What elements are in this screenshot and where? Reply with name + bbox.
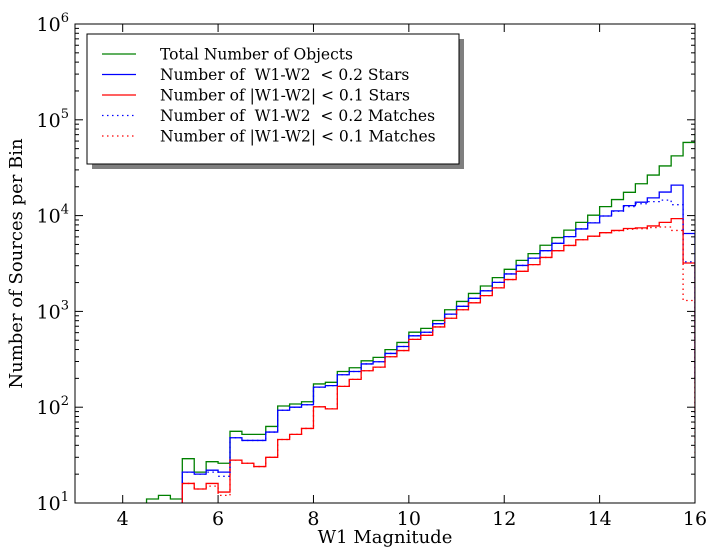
legend-label-4: Number of W1-W2 < 0.2 Matches — [160, 107, 435, 125]
y-tick-label: 102 — [37, 394, 69, 419]
legend-label-2: Number of W1-W2 < 0.2 Stars — [160, 66, 409, 84]
legend-label-5: Number of |W1-W2| < 0.1 Matches — [160, 128, 436, 146]
plot-frame — [74, 23, 696, 504]
x-tick-label: 14 — [588, 508, 612, 530]
legend-label-3: Number of |W1-W2| < 0.1 Stars — [160, 87, 410, 105]
ticks-layer: 4 6 8 10 12 14 16 101 102 103 104 105 106 — [37, 11, 708, 530]
x-tick-label: 16 — [683, 508, 707, 530]
y-tick-label: 104 — [37, 203, 69, 228]
y-tick-label: 101 — [37, 490, 69, 515]
x-tick-label: 6 — [212, 508, 224, 530]
series-line-1 — [145, 133, 695, 503]
series-line-4 — [181, 199, 695, 503]
y-tick-label: 106 — [37, 11, 69, 36]
legend-label-1: Total Number of Objects — [160, 46, 353, 64]
y-tick-label: 103 — [37, 298, 69, 323]
x-tick-label: 10 — [397, 508, 421, 530]
legend-box — [86, 33, 460, 165]
series-layer — [145, 133, 695, 503]
x-axis-label: W1 Magnitude — [318, 527, 453, 548]
y-tick-label: 105 — [37, 107, 69, 132]
legend: Total Number of Objects Number of W1-W2 <… — [86, 33, 464, 169]
x-tick-label: 8 — [307, 508, 319, 530]
y-axis-label: Number of Sources per Bin — [6, 138, 27, 389]
legend-items: Total Number of Objects Number of W1-W2 <… — [102, 46, 436, 146]
x-tick-label: 12 — [492, 508, 516, 530]
x-tick-label: 4 — [117, 508, 129, 530]
series-line-3 — [181, 217, 695, 503]
